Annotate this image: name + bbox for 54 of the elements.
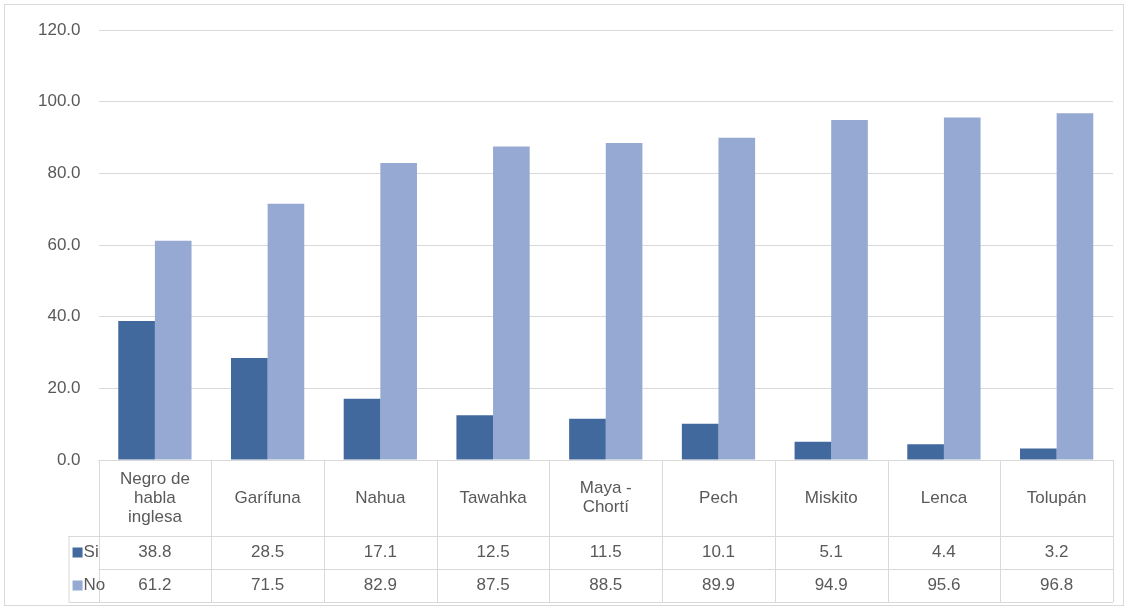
data-label: 95.6 [927,575,961,595]
bar [343,398,381,460]
x-tick-label: Miskito [804,487,858,507]
y-tick-label: 40.0 [47,306,81,326]
x-tick-label: Tolupán [1026,487,1087,507]
data-label: 61.2 [138,575,172,595]
y-tick-label: 100.0 [37,91,81,111]
bar [230,357,268,460]
bar [943,117,981,460]
y-tick-label: 0.0 [56,449,81,469]
data-label: 28.5 [251,542,285,562]
x-tick-label: Negro de habla inglesa [119,468,190,526]
bar [1020,448,1057,460]
legend-label: No [83,575,106,595]
x-tick-label: Lenca [920,487,968,507]
y-tick-label: 80.0 [47,163,81,183]
data-label: 71.5 [251,575,285,595]
x-tick-label: Tawahka [459,487,528,507]
bar [718,137,756,460]
bar [380,162,417,460]
bar [831,119,868,460]
x-tick-label: Pech [699,487,738,507]
bar [569,418,606,460]
data-label: 87.5 [476,575,510,595]
data-label: 94.9 [814,575,848,595]
bar [493,146,530,460]
bar [1056,113,1094,460]
bar [794,441,832,460]
data-label: 89.9 [701,575,736,595]
bar [605,142,643,460]
data-label: 88.5 [589,575,623,595]
bar [456,415,494,460]
data-label: 38.8 [138,542,172,562]
data-label: 12.5 [476,542,510,562]
bar [907,444,944,460]
bar [267,203,305,460]
legend-label: Si [83,542,99,562]
y-tick-label: 20.0 [47,378,81,398]
data-label: 4.4 [932,542,956,562]
bar [681,423,719,460]
data-label: 10.1 [701,542,736,562]
data-label: 96.8 [1040,575,1074,595]
data-label: 3.2 [1044,542,1069,562]
data-label: 82.9 [363,575,397,595]
data-label: 5.1 [819,542,844,562]
x-tick-label: Maya - Chortí [579,478,632,517]
bar [118,320,155,460]
x-tick-label: Nahua [355,487,406,507]
x-tick-label: Garífuna [234,487,302,507]
y-tick-label: 60.0 [47,234,81,254]
data-label: 11.5 [589,542,622,562]
y-tick-label: 120.0 [37,19,81,39]
bar [154,240,192,460]
data-label: 17.1 [363,542,397,562]
